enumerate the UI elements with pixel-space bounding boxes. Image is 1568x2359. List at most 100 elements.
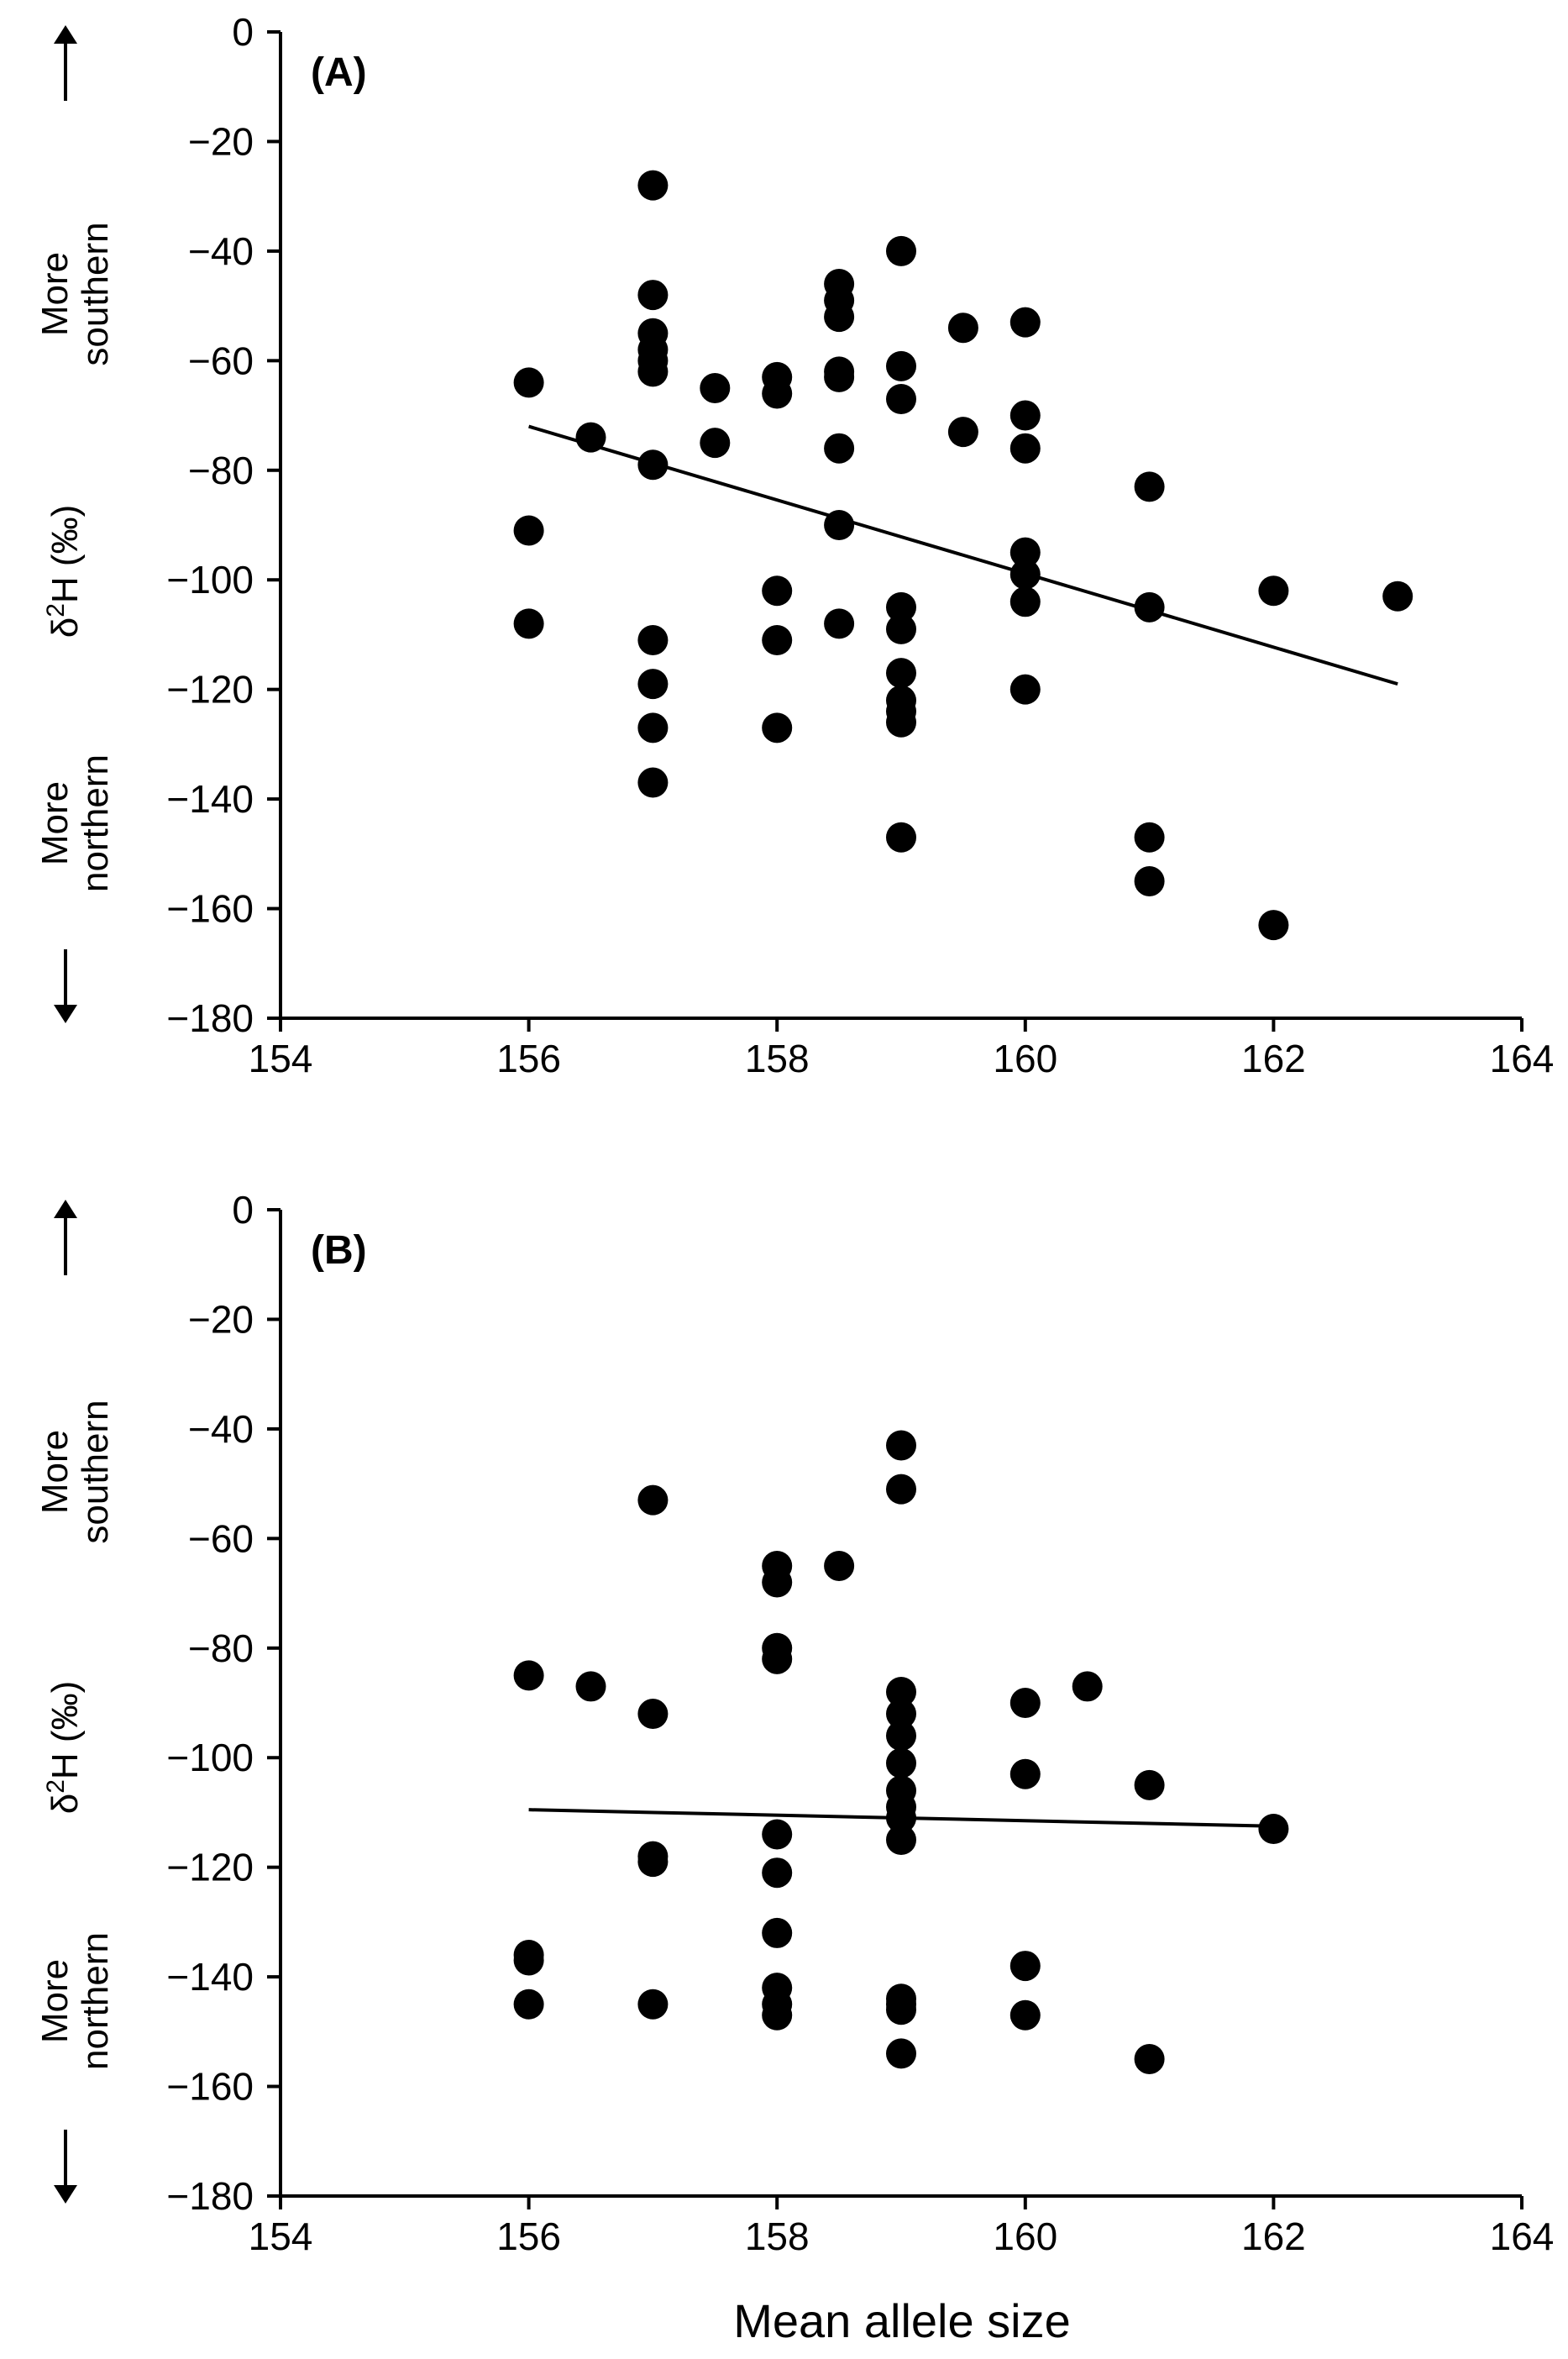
data-point (513, 1945, 544, 1976)
data-point (1072, 1671, 1103, 1702)
data-point (762, 1999, 793, 2031)
data-point (886, 1430, 916, 1461)
trendline-group (528, 424, 1398, 686)
panel-a: 154 156 158 160 162 164 0 −20 −40 −60 −80 −100 −120… (34, 10, 1554, 1080)
data-point (886, 658, 916, 689)
data-point (1134, 2043, 1165, 2074)
data-point (513, 1660, 544, 1691)
data-point (886, 1699, 916, 1730)
y-tick-label: −140 (166, 777, 254, 821)
data-point (1009, 1951, 1041, 1982)
data-point (1382, 581, 1413, 612)
x-tick-label: 164 (1490, 1037, 1555, 1080)
panel-label: (A) (311, 50, 367, 95)
y-tick-label: −20 (188, 1297, 254, 1341)
x-tick-label: 156 (496, 1037, 561, 1080)
data-point (637, 712, 669, 743)
data-point (762, 1857, 793, 1889)
y-tick-label: −160 (166, 2065, 254, 2109)
southern-label-line1: More (34, 252, 76, 336)
data-point (886, 1676, 916, 1707)
y-tick-label: −40 (188, 229, 254, 273)
northern-label-line2: northern (75, 754, 116, 892)
data-point (513, 515, 544, 546)
y-axis: 0 −20 −40 −60 −80 −100 −120 −140 −160 −180 (166, 1188, 282, 2218)
data-point (886, 1989, 916, 2020)
data-point (762, 1917, 793, 1948)
data-point (1134, 822, 1165, 853)
data-point (1009, 400, 1041, 431)
data-point (1009, 537, 1041, 568)
data-point (824, 608, 855, 639)
data-point (1258, 1814, 1289, 1845)
data-point (886, 350, 916, 381)
data-point (1009, 1758, 1041, 1789)
data-point (824, 302, 855, 333)
y-tick-label: −60 (188, 339, 254, 382)
data-point (762, 1643, 793, 1674)
data-point (886, 1747, 916, 1778)
data-point (637, 280, 669, 311)
data-point (886, 1474, 916, 1505)
southern-label-line2: southern (75, 222, 116, 365)
data-point (886, 383, 916, 414)
x-tick-label: 154 (249, 2215, 313, 2258)
x-tick-label: 160 (993, 2215, 1057, 2258)
data-point (762, 624, 793, 655)
data-point (637, 1699, 669, 1730)
data-point (637, 624, 669, 655)
northern-label-line2: northern (75, 1932, 116, 2070)
y-tick-label: −140 (166, 1955, 254, 1999)
data-point (575, 1671, 606, 1702)
data-point (1134, 471, 1165, 502)
data-point (637, 767, 669, 798)
data-point (886, 1802, 916, 1833)
data-point (824, 361, 855, 392)
data-point (637, 669, 669, 700)
y-tick-label: −100 (166, 558, 254, 602)
up-arrowhead-icon (54, 25, 77, 44)
data-point (824, 433, 855, 464)
y-tick-label: −80 (188, 1626, 254, 1670)
data-point (1009, 674, 1041, 705)
data-point (886, 2038, 916, 2069)
x-tick-label: 162 (1241, 1037, 1306, 1080)
y-axis-title: δ2H (‰) (42, 1681, 87, 1815)
data-point (886, 822, 916, 853)
y-tick-label: −100 (166, 1736, 254, 1779)
y-tick-label: −180 (166, 2174, 254, 2218)
data-point (762, 1567, 793, 1598)
data-point (575, 422, 606, 453)
direction-annotations: More southern δ2H (‰) More northern (34, 25, 116, 1023)
data-point (824, 1550, 855, 1581)
data-point (1134, 1769, 1165, 1800)
x-tick-label: 158 (745, 1037, 810, 1080)
x-tick-label: 162 (1241, 2215, 1306, 2258)
y-tick-label: −120 (166, 1846, 254, 1889)
x-axis: 154 156 158 160 162 164 (249, 2194, 1554, 2258)
direction-annotations: More southern δ2H (‰) More northern (34, 1200, 116, 2204)
data-point (1009, 1999, 1041, 2031)
x-axis-title: Mean allele size (733, 2294, 1071, 2347)
data-point (824, 510, 855, 540)
data-point (700, 428, 731, 459)
data-point (886, 1825, 916, 1856)
data-point (886, 707, 916, 738)
data-point (947, 313, 978, 344)
data-point (637, 1847, 669, 1878)
data-point (1258, 575, 1289, 607)
up-arrowhead-icon (54, 1200, 77, 1218)
y-tick-label: −160 (166, 887, 254, 931)
data-point (1134, 865, 1165, 896)
y-tick-label: −60 (188, 1516, 254, 1560)
y-axis-title: δ2H (‰) (42, 505, 87, 638)
y-tick-label: 0 (232, 10, 254, 54)
y-tick-label: −120 (166, 668, 254, 712)
data-point (1009, 307, 1041, 338)
down-arrowhead-icon (54, 1005, 77, 1023)
data-point (1009, 559, 1041, 590)
data-points (513, 170, 1413, 941)
data-point (513, 367, 544, 398)
data-point (886, 1721, 916, 1752)
